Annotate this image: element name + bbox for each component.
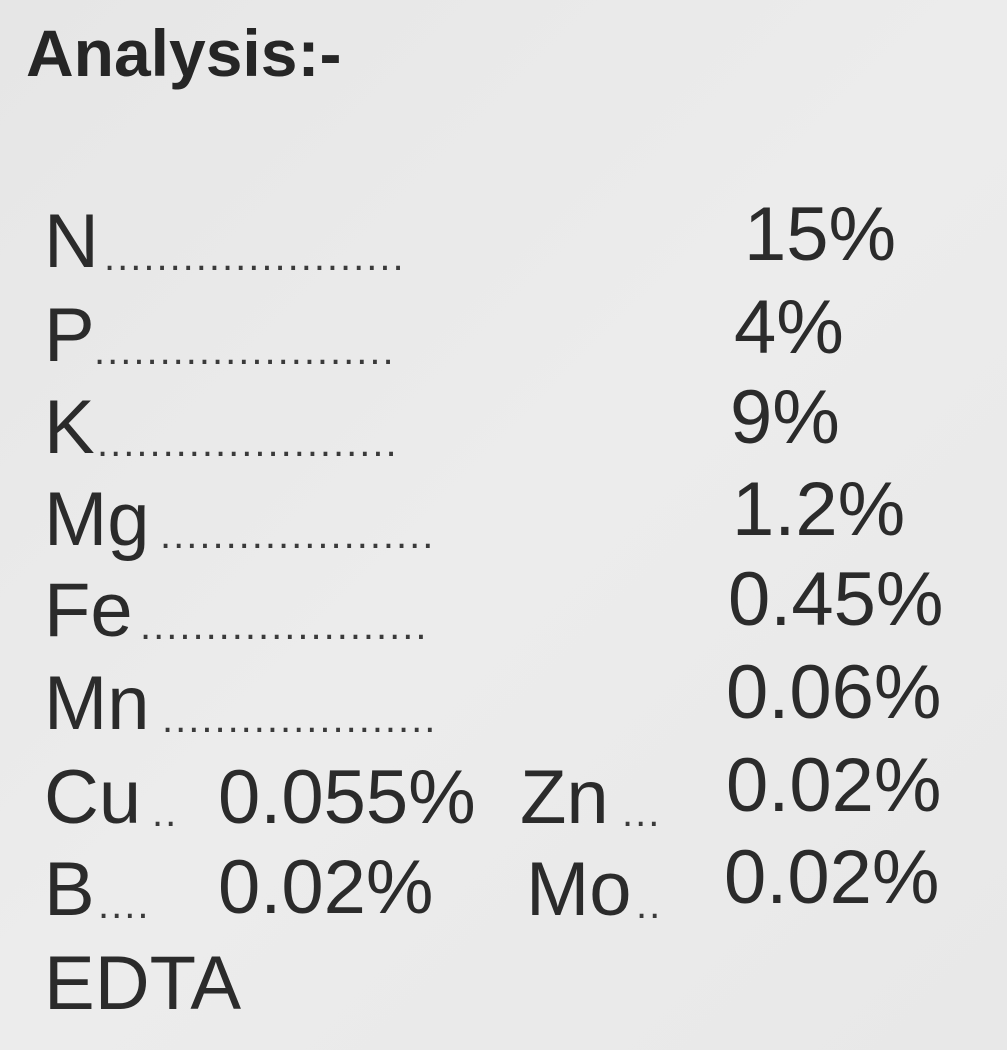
dot-leader: ....................... (104, 237, 406, 277)
nutrient-label: Mg (44, 477, 150, 562)
dot-leader: ....................... (97, 423, 399, 463)
nutrient-value: 4% (734, 285, 844, 370)
dot-leader: ... (622, 793, 662, 833)
nutrient-label: Zn (520, 755, 609, 840)
nutrient-value: 0.06% (726, 650, 942, 735)
nutrient-value: 0.02% (726, 743, 942, 828)
nutrient-label: B (44, 847, 95, 932)
nutrient-label: P (44, 293, 95, 378)
nutrient-label: Mo (526, 847, 632, 932)
dot-leader: .. (152, 793, 179, 833)
dot-leader: ..................... (160, 515, 436, 555)
nutrient-value: 0.45% (728, 557, 944, 642)
nutrient-value: 0.02% (218, 845, 434, 930)
dot-leader: ....................... (94, 331, 396, 371)
analysis-heading: Analysis:- (26, 16, 342, 90)
nutrient-value: 0.02% (724, 835, 940, 920)
nutrient-label: Fe (44, 568, 133, 653)
nutrient-value: 15% (744, 192, 897, 277)
nutrient-value: 9% (730, 375, 840, 460)
nutrient-label: N (44, 199, 99, 284)
nutrient-value: 0.055% (218, 755, 476, 840)
nutrient-label: Cu (44, 755, 142, 840)
nutrient-value: 1.2% (732, 467, 906, 552)
nutrient-label: K (44, 385, 95, 470)
edta-note: EDTA (44, 941, 242, 1026)
dot-leader: ..................... (162, 699, 438, 739)
dot-leader: .. (636, 885, 663, 925)
dot-leader: .... (98, 885, 151, 925)
nutrient-label: Mn (44, 661, 150, 746)
dot-leader: ...................... (140, 606, 429, 646)
